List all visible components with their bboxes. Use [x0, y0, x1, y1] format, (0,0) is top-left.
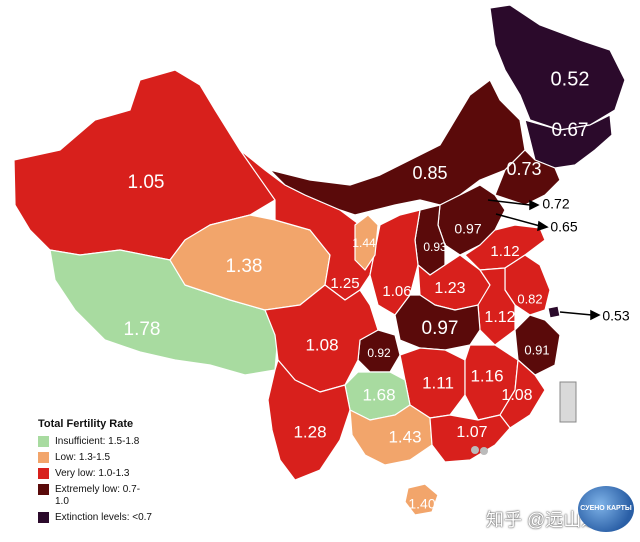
label-tibet: 1.78: [124, 319, 161, 340]
province-liaoning: [494, 149, 561, 206]
taiwan-box: [559, 381, 577, 423]
label-chongqing: 0.92: [367, 346, 391, 360]
label-shanxi: 0.93: [423, 240, 447, 254]
label-yunnan: 1.28: [293, 422, 326, 441]
label-shandong: 1.12: [490, 243, 519, 260]
province-chongqing: [357, 329, 401, 373]
province-heilongjiang: [489, 4, 626, 131]
legend-item: Very low: 1.0-1.3: [38, 468, 198, 480]
label-guizhou: 1.68: [362, 385, 395, 404]
label-tianjin: 0.65: [550, 219, 577, 235]
legend-label: Very low: 1.0-1.3: [55, 468, 130, 479]
province-ningxia: [354, 214, 379, 271]
legend-item: Low: 1.3-1.5: [38, 452, 198, 464]
legend-item: Insufficient: 1.5-1.8: [38, 436, 198, 448]
legend-label: Insufficient: 1.5-1.8: [55, 436, 140, 447]
label-jiangxi: 1.16: [470, 366, 503, 385]
label-hainan: 1.40: [408, 496, 435, 512]
label-xinjiang: 1.05: [128, 172, 165, 193]
province-shanghai: [547, 305, 561, 319]
legend-item: Extinction levels: <0.7: [38, 512, 198, 524]
legend-label: Low: 1.3-1.5: [55, 452, 111, 463]
province-guangdong: [429, 414, 511, 463]
legend-title: Total Fertility Rate: [38, 418, 134, 430]
label-jiangsu: 0.82: [517, 291, 542, 306]
label-shanghai: 0.53: [602, 308, 629, 324]
legend-swatch: [38, 484, 49, 495]
legend-item: Extremely low: 0.7-1.0: [38, 484, 198, 508]
label-zhejiang: 0.91: [524, 342, 549, 357]
province-fujian: [499, 359, 546, 429]
map-legend: Total Fertility Rate Insufficient: 1.5-1…: [38, 418, 198, 528]
legend-swatch: [38, 512, 49, 523]
hong-kong-marker: [471, 446, 479, 454]
label-beijing: 0.72: [542, 196, 569, 212]
legend-label: Extinction levels: <0.7: [55, 512, 152, 523]
label-guangxi: 1.43: [388, 427, 421, 446]
province-hainan: [404, 483, 439, 516]
label-hunan: 1.11: [422, 373, 454, 392]
label-shaanxi: 1.06: [382, 283, 411, 300]
legend-label: Extremely low: 0.7-1.0: [55, 484, 141, 507]
macau-marker: [480, 447, 488, 455]
label-ningxia: 1.44: [352, 236, 376, 250]
channel-logo: СУЕНО КАРТЫ: [578, 486, 634, 532]
label-sichuan: 1.08: [305, 335, 338, 354]
legend-swatch: [38, 452, 49, 463]
label-gansu: 1.25: [330, 275, 359, 292]
province-anhui: [477, 267, 516, 346]
label-guangdong: 1.07: [456, 424, 487, 441]
label-heilongjiang: 0.52: [551, 68, 590, 90]
arrows: [487, 199, 601, 321]
province-hubei: [394, 294, 481, 351]
label-hebei: 0.97: [454, 221, 481, 237]
label-fujian: 1.08: [501, 387, 532, 404]
legend-swatch: [38, 468, 49, 479]
label-qinghai: 1.38: [226, 256, 263, 277]
legend-swatch: [38, 436, 49, 447]
label-henan: 1.23: [434, 280, 465, 297]
label-anhui: 1.12: [484, 309, 515, 326]
province-yunnan: [267, 359, 351, 481]
label-liaoning: 0.73: [506, 159, 541, 179]
label-hubei: 0.97: [422, 318, 459, 339]
label-jilin: 0.67: [552, 120, 589, 141]
label-inner-mongolia: 0.85: [412, 163, 447, 183]
